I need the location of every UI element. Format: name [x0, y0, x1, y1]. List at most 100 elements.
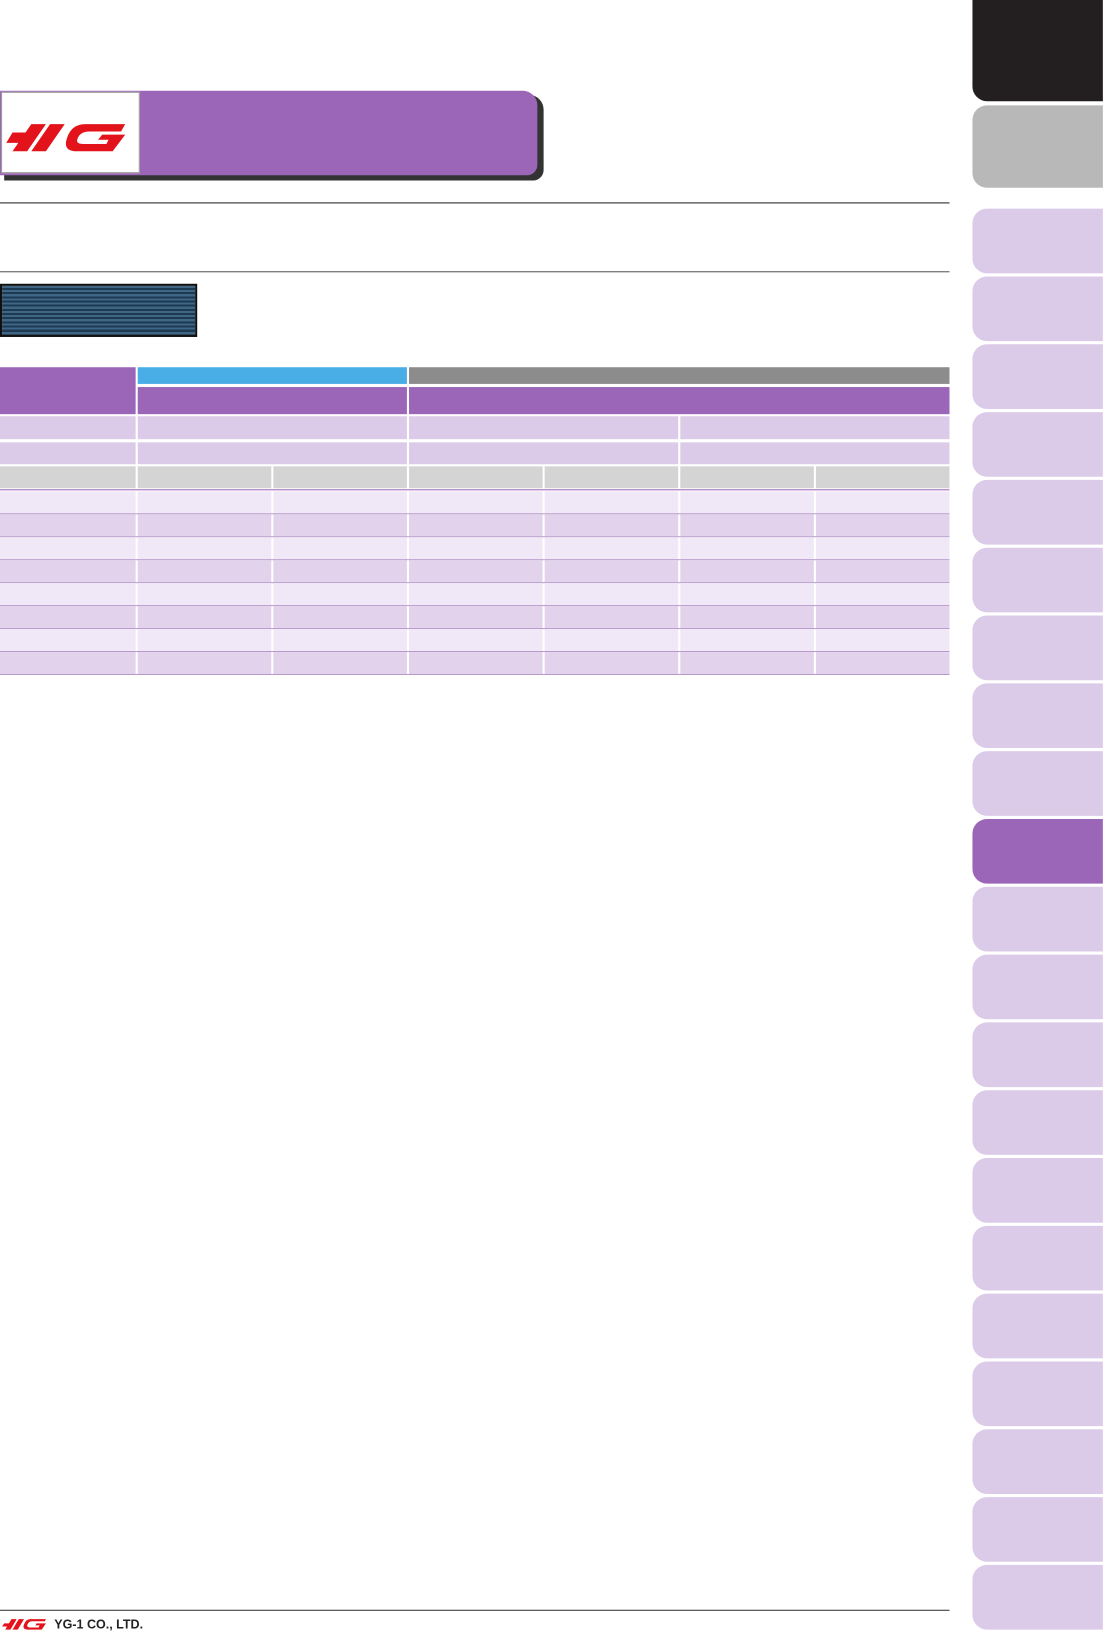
side-tab [972, 886, 1103, 952]
table-cell [815, 606, 950, 629]
table-cell [273, 652, 407, 674]
subheader-cell [137, 442, 407, 465]
subheader-cell [409, 466, 543, 489]
table-cell [815, 491, 950, 514]
table-cell [0, 606, 136, 629]
table-cell [137, 514, 272, 537]
side-tab [972, 1022, 1103, 1088]
table-rule [0, 650, 950, 653]
table-cell [137, 606, 272, 629]
table-rule [0, 513, 950, 515]
subheader-cell [273, 466, 407, 489]
table-cell [409, 629, 543, 651]
table-cell [409, 537, 543, 560]
side-tab [972, 1361, 1103, 1427]
header-band [409, 367, 950, 384]
table-rule [0, 628, 950, 630]
table-rule [0, 582, 950, 584]
table-rule [0, 673, 950, 675]
table-cell [409, 560, 543, 583]
subheader-cell [680, 442, 950, 465]
side-tab [972, 751, 1103, 816]
subheader-cell [409, 416, 679, 440]
table-cell [273, 537, 407, 560]
table-cell [815, 537, 950, 560]
table-cell [0, 652, 136, 674]
table-cell [273, 514, 407, 537]
side-tab [972, 954, 1103, 1020]
subheader-cell [0, 416, 136, 440]
table-cell [0, 491, 136, 514]
table-cell [137, 583, 272, 606]
table-cell [0, 514, 136, 537]
table-cell [409, 583, 543, 606]
side-tab [972, 208, 1103, 274]
logo-box [1, 91, 140, 174]
side-tab [972, 1225, 1103, 1291]
subheader-cell [815, 466, 950, 489]
logo [6, 124, 126, 152]
table-cell [680, 537, 814, 560]
footer-company: YG-1 CO., LTD. [54, 1617, 144, 1632]
table-cell [273, 583, 407, 606]
side-tab [972, 818, 1103, 884]
table-cell [680, 514, 814, 537]
side-tab [972, 479, 1103, 545]
side-tab [972, 1429, 1103, 1494]
subheader-cell [680, 466, 814, 489]
table-cell [815, 514, 950, 537]
side-tab [972, 412, 1103, 477]
table-cell [137, 629, 272, 651]
side-tab [972, 1497, 1103, 1562]
table-cell [137, 491, 272, 514]
table-cell [815, 560, 950, 583]
rule [0, 202, 950, 204]
side-tab [972, 1293, 1103, 1359]
table-cell [544, 652, 679, 674]
side-tab [972, 0, 1103, 102]
header-band [137, 367, 407, 384]
table-cell [0, 560, 136, 583]
table-rule [0, 489, 950, 491]
table-cell [273, 491, 407, 514]
table-cell [544, 491, 679, 514]
side-tab [972, 1564, 1103, 1630]
table-rule [0, 559, 950, 561]
table-cell [544, 606, 679, 629]
table-cell [137, 537, 272, 560]
table-cell [544, 560, 679, 583]
table-cell [409, 606, 543, 629]
table-rule [0, 536, 950, 538]
subheader-cell [409, 442, 679, 465]
subheader-cell [544, 466, 679, 489]
table-cell [544, 537, 679, 560]
table-cell [815, 583, 950, 606]
table-cell [0, 583, 136, 606]
side-tab [972, 547, 1103, 613]
side-tab [972, 1158, 1103, 1223]
rule [0, 271, 950, 273]
side-tab [972, 105, 1103, 188]
subheader-cell [0, 442, 136, 465]
subheader-cell [0, 466, 136, 489]
table-cell [544, 514, 679, 537]
table-cell [409, 491, 543, 514]
header-cell [137, 387, 407, 415]
side-tab [972, 344, 1103, 409]
table-cell [544, 629, 679, 651]
table-rule [0, 605, 950, 607]
table-cell [680, 629, 814, 651]
side-tab [972, 1090, 1103, 1155]
table-cell [409, 514, 543, 537]
footer-logo [2, 1619, 46, 1630]
table-cell [680, 583, 814, 606]
table-cell [273, 560, 407, 583]
table-cell [0, 537, 136, 560]
subheader-cell [137, 416, 407, 440]
header-cell [0, 367, 136, 415]
side-tab [972, 615, 1103, 681]
table-cell [680, 606, 814, 629]
table-cell [680, 560, 814, 583]
table-cell [680, 652, 814, 674]
